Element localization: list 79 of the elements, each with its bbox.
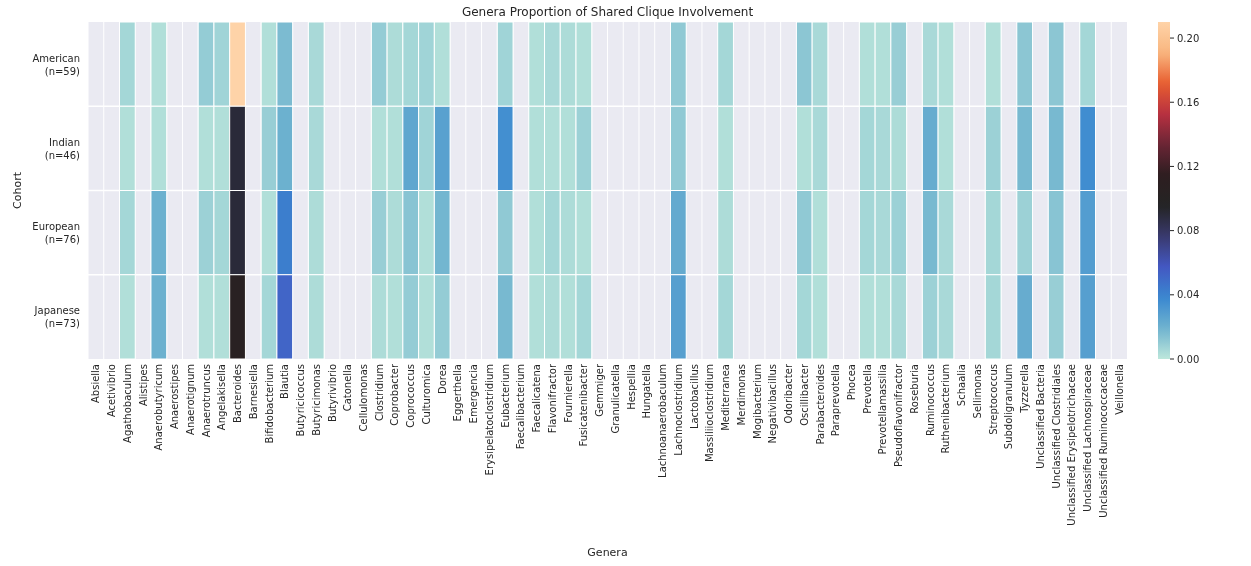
x-tick-label: Angelakisella [216,364,228,431]
x-tick-label: Lactobacillus [688,364,700,430]
x-tick-label: Unclassified Erysipelotrichaceae [1066,364,1078,526]
x-tick-label: Veillonella [1113,364,1125,415]
x-tick-label: Anaerotignum [184,364,196,435]
x-tick-label: Alistipes [137,364,149,407]
x-tick-label: Lachnoanaerobaculum [657,364,669,478]
x-tick-label: Hespellia [625,364,637,410]
x-tick-label: Odoribacter [783,363,795,424]
x-tick-label: Merdimonas [735,364,747,426]
x-tick-label: Negativibacillus [767,364,779,444]
y-tick-label: Japanese (n=73) [33,305,81,330]
x-tick-label: Flavonifractor [546,363,558,434]
x-tick-label: Ruminococcus [924,364,936,436]
x-tick-label: Mogibacterium [751,364,763,439]
x-tick-label: Massiliioclostridium [704,364,716,463]
x-tick-label: Roseburia [908,364,920,414]
x-tick-label: Unclassified Bacteria [1034,364,1046,469]
x-tick-label: Mediterranea [720,364,732,431]
x-tick-label: Agathobaculum [121,364,133,443]
color-bar-label: 0.12 [1177,160,1200,172]
x-tick-label: Anaerobutyricum [153,364,165,451]
x-tick-label: Fusicatenibacter [578,363,590,447]
x-tick-label: Barnesiella [247,364,259,420]
x-tick-label: Unclassified Ruminococcaceae [1097,364,1109,518]
x-tick-label: Pseudoflavonifractor [893,363,905,468]
x-tick-label: Cellulomonas [357,364,369,432]
x-tick-label: Granulicatella [609,364,621,434]
x-tick-label: Gemmiger [594,363,606,417]
x-tick-label: Unclassified Lachnospiraceae [1082,364,1094,512]
color-bar-label: 0.04 [1177,289,1200,301]
x-tick-label: Coprococcus [405,364,417,428]
x-tick-label: Faecalicatena [531,364,543,433]
x-tick-label: Unclassified Clostridiales [1050,364,1062,489]
y-tick-label: American (n=59) [32,52,81,77]
x-tick-label: Anaerostipes [169,364,181,430]
y-tick-label: Indian (n=46) [44,136,81,161]
color-bar-label: 0.08 [1177,225,1200,237]
x-tick-label: Streptococcus [987,364,999,435]
x-tick-label: Ruthenibacterium [940,364,952,454]
x-tick-label: Clostridium [373,364,385,422]
y-axis-title: Cohort [11,171,24,209]
x-tick-label: Parabacteroides [814,364,826,445]
x-tick-label: Tyzzerella [1019,364,1031,414]
x-tick-label: Anaerotruncus [200,364,212,438]
x-tick-label: Blautia [279,364,291,399]
x-tick-label: Sellimonas [971,364,983,419]
x-tick-label: Emergencia [468,364,480,424]
x-tick-label: Paraprevotella [830,364,842,437]
x-tick-label: Butyrivibrio [326,364,338,422]
color-bar-label: 0.16 [1177,96,1200,108]
x-tick-label: Hungatella [641,364,653,419]
x-tick-label: Culturomica [420,364,432,425]
x-tick-label: Butyricimonas [310,364,322,436]
x-tick-label: Schaalia [956,364,968,407]
x-tick-label: Prevotellamassilia [877,364,889,455]
x-tick-label: Coprobacter [389,363,401,426]
color-bar-label: 0.20 [1177,32,1200,44]
chart-title: Genera Proportion of Shared Clique Involvement [461,5,754,19]
x-tick-label: Lachnoclostridium [672,364,684,456]
y-tick-label: European (n=76) [32,221,81,246]
x-tick-label: Absiella [90,364,102,404]
x-axis-title: Genera [587,546,628,559]
x-tick-label: Oscillibacter [798,363,810,426]
x-tick-label: Prevotella [861,364,873,414]
x-tick-label: Eggerthella [452,364,464,422]
x-tick-label: Subdoligranulum [1003,364,1015,450]
x-tick-label: Faecalibacterium [515,364,527,450]
color-bar-label: 0.00 [1177,353,1200,365]
x-tick-label: Butyricicoccus [295,364,307,437]
x-tick-label: Phocea [846,364,858,401]
x-tick-label: Acetivibrio [106,364,118,418]
x-tick-label: Fournierella [562,364,574,423]
x-tick-label: Eubacterium [499,364,511,428]
x-tick-label: Erysipelatoclostridium [483,364,495,476]
x-tick-label: Dorea [436,364,448,394]
x-tick-label: Catonella [342,364,354,412]
x-tick-label: Bifidobacterium [263,364,275,444]
x-tick-label: Bacteroides [232,364,244,424]
